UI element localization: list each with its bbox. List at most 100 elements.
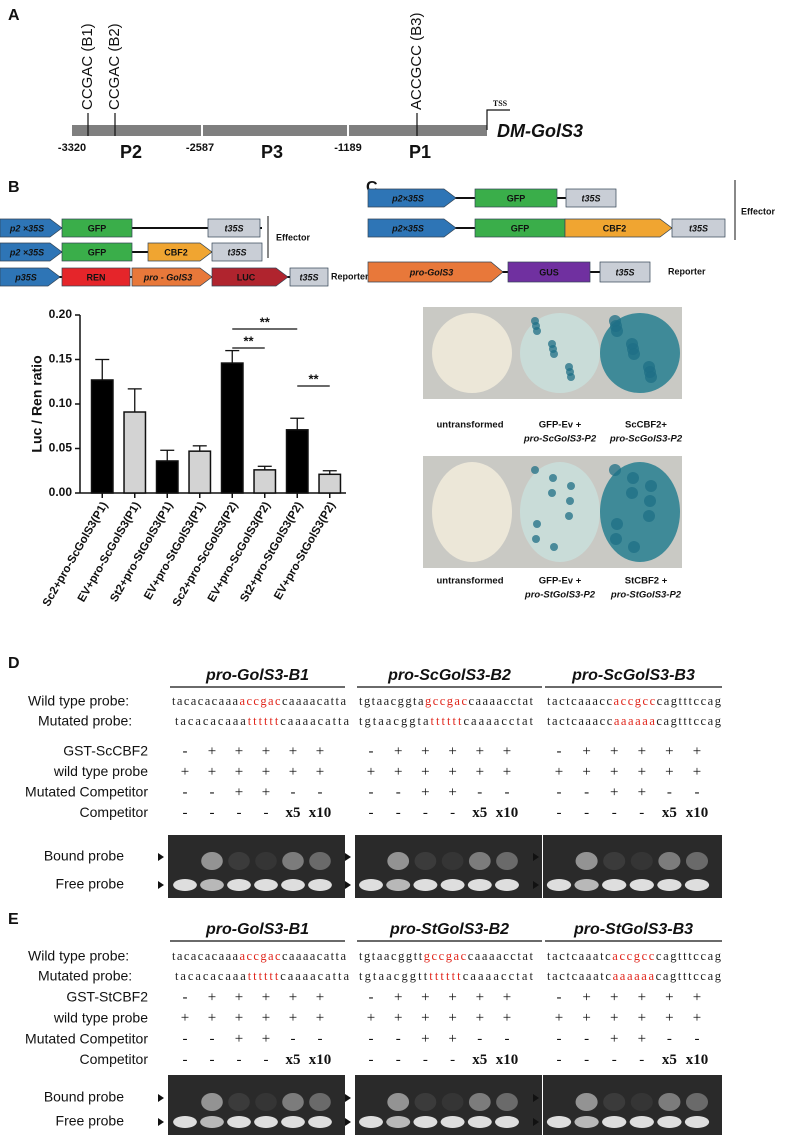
region-label: P2	[120, 142, 142, 162]
sequence-part: cagtttccag	[657, 694, 722, 708]
sequence-part: cagtttccag	[656, 949, 722, 963]
row-label: Competitor	[80, 804, 149, 820]
row-label: wild type probe	[53, 1010, 148, 1026]
lane-sign: -	[396, 1052, 401, 1068]
lane-sign: +	[503, 989, 511, 1005]
lane-sign: +	[289, 743, 297, 759]
free-band	[684, 879, 710, 891]
block-title: pro-ScGolS3-B3	[571, 667, 695, 684]
lane-sign: -	[477, 784, 482, 800]
lane-sign: +	[421, 1031, 429, 1047]
lane-sign: -	[639, 1052, 644, 1068]
bound-band	[282, 1093, 304, 1111]
free-band	[227, 879, 251, 891]
bound-band	[387, 1093, 410, 1111]
lane-sign: -	[264, 805, 269, 821]
bound-band	[630, 852, 653, 870]
bound-band	[201, 852, 223, 870]
construct-label: GFP	[511, 223, 530, 233]
lane-sign: +	[665, 1010, 673, 1026]
gus-spot	[610, 533, 622, 545]
construct-element	[147, 242, 213, 262]
construct-element	[599, 261, 651, 283]
bound-band	[441, 852, 464, 870]
lane-sign: +	[262, 743, 270, 759]
construct-element	[211, 267, 289, 287]
lane-sign: -	[291, 1031, 296, 1047]
bound-band	[255, 852, 277, 870]
lane-sign: +	[582, 989, 590, 1005]
leaf	[432, 313, 512, 393]
bound-band	[468, 1093, 491, 1111]
lane-sign: +	[367, 764, 375, 780]
row-label: Competitor	[80, 1051, 149, 1067]
position-label: -3320	[58, 142, 86, 154]
effector-label: Effector	[741, 206, 776, 216]
lane-sign: -	[584, 784, 589, 800]
construct-label: p2×35S	[391, 223, 424, 233]
sequence-part: accgcc	[614, 694, 656, 708]
free-band	[227, 1116, 251, 1128]
construct-element	[211, 242, 263, 262]
band-marker	[345, 853, 351, 861]
free-band	[254, 1116, 278, 1128]
band-marker	[345, 881, 351, 889]
probe-sequence: tgtaacggta tttttt caaaacctat	[359, 714, 534, 728]
probe-sequence: tgtaacggtt tttttt caaaacctat	[359, 969, 534, 983]
leaf-caption: pro-ScGolS3-P2	[523, 434, 597, 445]
band-marker	[533, 1118, 539, 1126]
sequence-part: caaaacatta	[282, 694, 346, 708]
tss-arrow	[486, 109, 510, 130]
lane-sign: +	[555, 764, 563, 780]
x-tick-label: EV+pro-StGolS3(P2)	[272, 500, 338, 602]
probe-sequence: tactcaaacc aaaaaa cagtttccag	[547, 714, 722, 728]
construct-element	[564, 218, 673, 238]
lane-sign: +	[448, 743, 456, 759]
lane-sign: x10	[686, 805, 709, 821]
construct-label: t35S	[299, 272, 318, 282]
lane-sign: +	[638, 1010, 646, 1026]
sequence-part: accgcc	[612, 949, 654, 963]
tss-label: TSS	[493, 99, 508, 108]
bar	[253, 469, 277, 494]
sequence-part: caaaacctat	[463, 969, 534, 983]
lane-sign: -	[505, 1031, 510, 1047]
gus-spot	[645, 371, 657, 383]
lane-sign: +	[316, 1010, 324, 1026]
bound-band	[309, 1093, 331, 1111]
lane-sign: -	[695, 1031, 700, 1047]
band-marker	[158, 1118, 164, 1126]
sequence-part: caaaacctat	[468, 949, 534, 963]
lane-sign: -	[612, 1052, 617, 1068]
lane-sign: -	[639, 805, 644, 821]
lane-sign: +	[316, 764, 324, 780]
gus-spot	[644, 495, 656, 507]
lane-sign: -	[369, 1031, 374, 1047]
lane-sign: +	[448, 1010, 456, 1026]
lane-sign: -	[183, 1031, 188, 1047]
leaf-caption: pro-StGolS3-P2	[524, 590, 596, 601]
region-label: P3	[261, 142, 283, 162]
free-band	[440, 879, 465, 891]
leaf-caption: GFP-Ev +	[539, 420, 582, 431]
region-label: P1	[409, 142, 431, 162]
lane-sign: +	[476, 743, 484, 759]
sequence-part: tactcaaatc	[547, 949, 611, 963]
construct-label: t35S	[224, 223, 243, 233]
lane-sign: +	[476, 764, 484, 780]
lane-sign: -	[557, 743, 562, 759]
free-band	[173, 1116, 197, 1128]
lane-sign: +	[208, 1010, 216, 1026]
construct-label: CBF2	[164, 247, 188, 257]
gus-spot	[609, 464, 621, 476]
sequence-part: caaaacatta	[282, 949, 346, 963]
y-tick-label: 0.15	[49, 352, 73, 366]
lane-sign: +	[235, 784, 243, 800]
lane-sign: +	[208, 743, 216, 759]
row-label: Mutated Competitor	[25, 1030, 148, 1046]
lane-sign: +	[582, 743, 590, 759]
construct-label: p35S	[14, 272, 37, 282]
lane-sign: x5	[472, 1052, 487, 1068]
lane-sign: -	[237, 805, 242, 821]
bar	[285, 429, 309, 494]
